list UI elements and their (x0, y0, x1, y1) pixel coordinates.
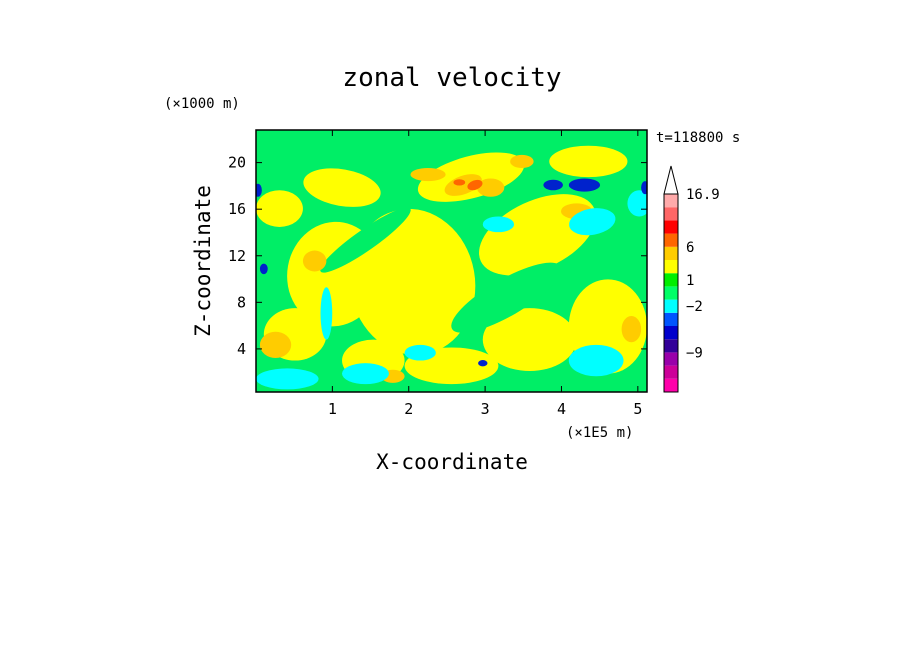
field-patch (349, 208, 476, 356)
colorbar-swatch (664, 260, 678, 274)
field-patch (320, 207, 411, 273)
field-patch (549, 145, 628, 178)
field-patch (453, 179, 466, 186)
colorbar-swatch (664, 326, 678, 340)
y-tick-label: 4 (237, 340, 246, 358)
colorbar-swatch (664, 352, 678, 366)
field-patch (256, 368, 319, 390)
colorbar-label: 16.9 (686, 187, 720, 203)
chart-title: zonal velocity (342, 63, 561, 93)
field-patch (404, 344, 436, 361)
colorbar-swatch (664, 339, 678, 353)
field-patch (641, 181, 647, 195)
colorbar-swatch (664, 194, 678, 208)
y-unit-label: (×1000 m) (164, 96, 240, 112)
y-tick-label: 8 (237, 293, 246, 311)
plot-frame (255, 129, 648, 393)
field-patch (476, 178, 505, 197)
field-patch (510, 154, 534, 168)
colorbar: 16.9 6 1 −2 −9 (663, 165, 720, 393)
field-patch (482, 308, 577, 372)
colorbar-frame (663, 193, 679, 393)
x-tick-label: 3 (481, 400, 490, 418)
y-axis-label: Z-coordinate (191, 185, 215, 337)
x-ticks: 1 2 3 4 5 (328, 130, 642, 418)
field-patch (342, 363, 389, 385)
x-unit-label: (×1E5 m) (566, 425, 633, 441)
y-tick-label: 16 (228, 200, 246, 218)
colorbar-swatch (664, 378, 678, 392)
colorbar-label: −9 (686, 345, 703, 361)
colorbar-swatch (664, 312, 678, 326)
colorbar-label: −2 (686, 299, 703, 315)
colorbar-swatch (664, 273, 678, 287)
colorbar-arrow (663, 165, 679, 195)
field-patch (569, 208, 616, 236)
field-patch (302, 250, 327, 272)
field-patch (410, 167, 446, 182)
field-patch (303, 168, 381, 207)
field-patch (451, 262, 562, 333)
field-patch (621, 316, 642, 343)
field-patch (444, 174, 482, 196)
x-axis-label: X-coordinate (376, 450, 528, 474)
field-patch (568, 178, 601, 192)
x-tick-label: 1 (328, 400, 337, 418)
colorbar-swatch (664, 246, 678, 260)
colorbar-label: 6 (686, 240, 694, 256)
field-patch (320, 287, 333, 340)
x-tick-label: 4 (557, 400, 566, 418)
time-label: t=118800 s (656, 130, 740, 146)
field-patch (256, 190, 303, 227)
velocity-field (256, 130, 647, 392)
x-tick-label: 2 (404, 400, 413, 418)
field-patch (259, 263, 268, 275)
colorbar-swatch (664, 299, 678, 313)
field-patch (259, 331, 292, 358)
field-patch (478, 360, 488, 367)
colorbar-label: 1 (686, 273, 694, 289)
field-patch (543, 179, 563, 191)
field-patch (256, 183, 262, 197)
colorbar-swatch (664, 220, 678, 234)
colorbar-swatch (664, 233, 678, 247)
y-tick-label: 12 (228, 247, 246, 265)
field-patch (482, 216, 515, 233)
field-patch (568, 344, 624, 377)
colorbar-swatch (664, 365, 678, 379)
field-patch (627, 190, 647, 217)
x-tick-label: 5 (633, 400, 642, 418)
field-patch (355, 143, 430, 180)
colorbar-swatch (664, 207, 678, 221)
field-patch (467, 179, 483, 191)
colorbar-swatch (664, 286, 678, 300)
y-ticks: 4 8 12 16 20 (228, 154, 647, 358)
y-tick-label: 20 (228, 154, 246, 172)
